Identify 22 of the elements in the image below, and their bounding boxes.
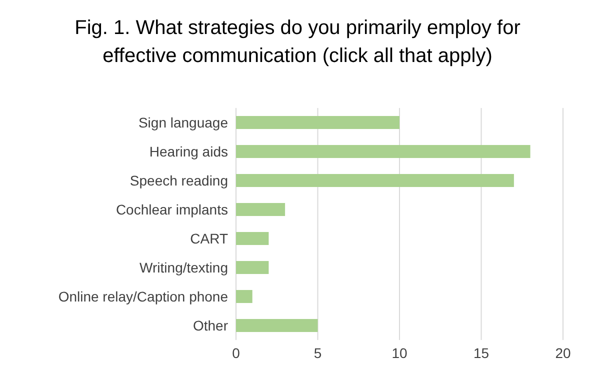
y-tick-label: Other (192, 317, 228, 334)
y-tick-label: Sign language (138, 114, 228, 130)
x-tick-label: 0 (232, 344, 240, 361)
y-tick-label: Hearing aids (149, 143, 228, 160)
bar (236, 261, 269, 274)
bar (236, 174, 514, 187)
bar (236, 290, 252, 303)
bar (236, 203, 286, 216)
y-tick-label: Writing/texting (140, 259, 228, 276)
bar (236, 116, 400, 129)
y-tick-label: Speech reading (130, 172, 228, 188)
bar (236, 319, 318, 332)
chart-title: Fig. 1. What strategies do you primarily employ for effective communication (click all that apply) (74, 16, 522, 69)
x-tick-label: 20 (555, 344, 571, 361)
y-tick-label: Cochlear implants (116, 201, 228, 218)
bar (236, 232, 269, 245)
x-tick-label: 5 (314, 344, 322, 361)
x-tick-label: 15 (473, 344, 490, 361)
bar (236, 145, 530, 158)
x-tick-label: 10 (392, 344, 408, 361)
y-tick-label: Online relay/Caption phone (58, 288, 228, 304)
y-tick-label: CART (190, 230, 228, 246)
